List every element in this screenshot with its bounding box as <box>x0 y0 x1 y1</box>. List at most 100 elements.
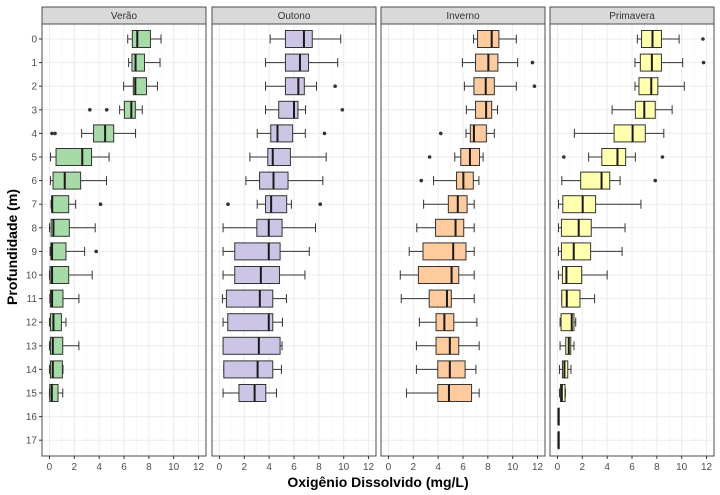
box-iqr <box>223 360 274 379</box>
box-depth-12 <box>222 313 283 332</box>
outlier-point <box>340 108 345 112</box>
box-depth-7 <box>557 195 642 214</box>
y-tick-label: 10 <box>26 271 38 282</box>
outlier-point <box>419 178 424 183</box>
box-depth-6 <box>49 171 107 190</box>
box-depth-15 <box>222 384 277 402</box>
outlier-point <box>532 84 537 88</box>
box-iqr <box>601 148 627 166</box>
box-iqr <box>52 171 82 190</box>
x-tick-label: 2 <box>580 462 586 473</box>
box-depth-2 <box>634 77 685 96</box>
x-tick-label: 0 <box>47 462 53 473</box>
x-tick-label: 6 <box>460 462 466 473</box>
box-iqr <box>49 360 63 379</box>
box-depth-9 <box>557 242 623 261</box>
box-depth-17 <box>557 431 560 450</box>
box-depth-14 <box>48 360 64 379</box>
box-depth-0 <box>636 30 705 48</box>
x-tick-label: 6 <box>291 462 297 473</box>
box-depth-12 <box>48 313 67 332</box>
y-tick-label: 1 <box>31 58 37 69</box>
facet-primavera: Primavera 0 2 4 6 8 10 12 <box>549 6 715 473</box>
x-tick-label: 8 <box>316 462 322 473</box>
box-depth-2 <box>123 77 158 96</box>
y-tick-label: 17 <box>26 436 38 447</box>
box-iqr <box>456 171 474 190</box>
box-iqr <box>284 77 305 96</box>
box-iqr <box>50 242 67 261</box>
box-iqr <box>560 242 592 261</box>
box-depth-14 <box>415 360 477 379</box>
y-tick-label: 9 <box>31 247 37 258</box>
box-depth-1 <box>265 53 339 72</box>
box-iqr <box>234 266 280 284</box>
y-tick-label: 3 <box>31 105 37 116</box>
x-tick-label: 12 <box>363 462 375 473</box>
x-tick-label: 0 <box>386 462 392 473</box>
x-tick-label: 4 <box>435 462 441 473</box>
box-depth-3 <box>88 100 143 119</box>
box-iqr <box>428 289 452 308</box>
y-axis-title: Profundidade (m) <box>4 189 20 305</box>
outlier-point <box>701 37 705 41</box>
box-iqr <box>284 53 310 72</box>
outlier-point <box>427 155 432 159</box>
box-iqr <box>560 218 592 237</box>
outlier-point <box>88 108 92 112</box>
box-depth-10 <box>399 266 475 284</box>
facet-strip-label: Primavera <box>609 11 655 22</box>
box-depth-1 <box>634 53 706 72</box>
box-depth-14 <box>558 360 572 379</box>
y-tick-label: 15 <box>26 389 38 400</box>
y-tick-label: 5 <box>31 153 37 164</box>
x-tick-label: 2 <box>242 462 248 473</box>
facet-strip-label: Inverno <box>446 11 480 22</box>
x-tick-label: 12 <box>701 462 713 473</box>
box-depth-15 <box>405 384 480 402</box>
box-iqr <box>51 195 70 214</box>
box-iqr <box>278 100 299 119</box>
box-iqr <box>561 266 583 284</box>
box-iqr <box>131 30 151 48</box>
y-tick-label: 16 <box>26 412 38 423</box>
outlier-point <box>53 131 57 136</box>
box-depth-14 <box>223 360 282 379</box>
outlier-point <box>226 202 230 206</box>
box-iqr <box>234 242 281 261</box>
outlier-point <box>653 178 658 183</box>
box-iqr <box>265 195 288 214</box>
box-depth-7 <box>50 195 103 214</box>
box-depth-5 <box>427 148 484 166</box>
x-tick-label: 10 <box>676 462 688 473</box>
box-depth-16 <box>557 407 560 426</box>
box-iqr <box>613 124 646 143</box>
box-iqr <box>225 289 274 308</box>
x-axis-title: Oxigênio Dissolvido (mg/L) <box>287 474 468 490</box>
box-iqr <box>123 100 136 119</box>
box-depth-4 <box>256 124 327 143</box>
box-depth-4 <box>438 124 495 143</box>
y-tick-label: 12 <box>26 318 38 329</box>
box-iqr <box>49 289 64 308</box>
box-iqr <box>477 30 500 48</box>
x-tick-label: 2 <box>72 462 78 473</box>
box-iqr <box>49 266 70 284</box>
box-iqr <box>93 124 115 143</box>
x-tick-label: 2 <box>411 462 417 473</box>
y-tick-label: 4 <box>31 129 37 140</box>
outlier-point <box>438 131 443 136</box>
box-iqr <box>267 148 291 166</box>
facet-inverno: Inverno 0 2 4 6 8 10 12 <box>380 6 546 473</box>
box-iqr <box>270 124 294 143</box>
facet-strip-label: Verão <box>111 11 138 22</box>
box-depth-8 <box>416 218 475 237</box>
box-depth-2 <box>265 77 337 96</box>
box-depth-10 <box>48 266 93 284</box>
box-depth-15 <box>48 384 64 402</box>
box-depth-12 <box>418 313 478 332</box>
box-iqr <box>284 30 313 48</box>
box-depth-15 <box>558 384 566 402</box>
box-depth-0 <box>269 30 342 48</box>
box-depth-3 <box>465 100 499 119</box>
